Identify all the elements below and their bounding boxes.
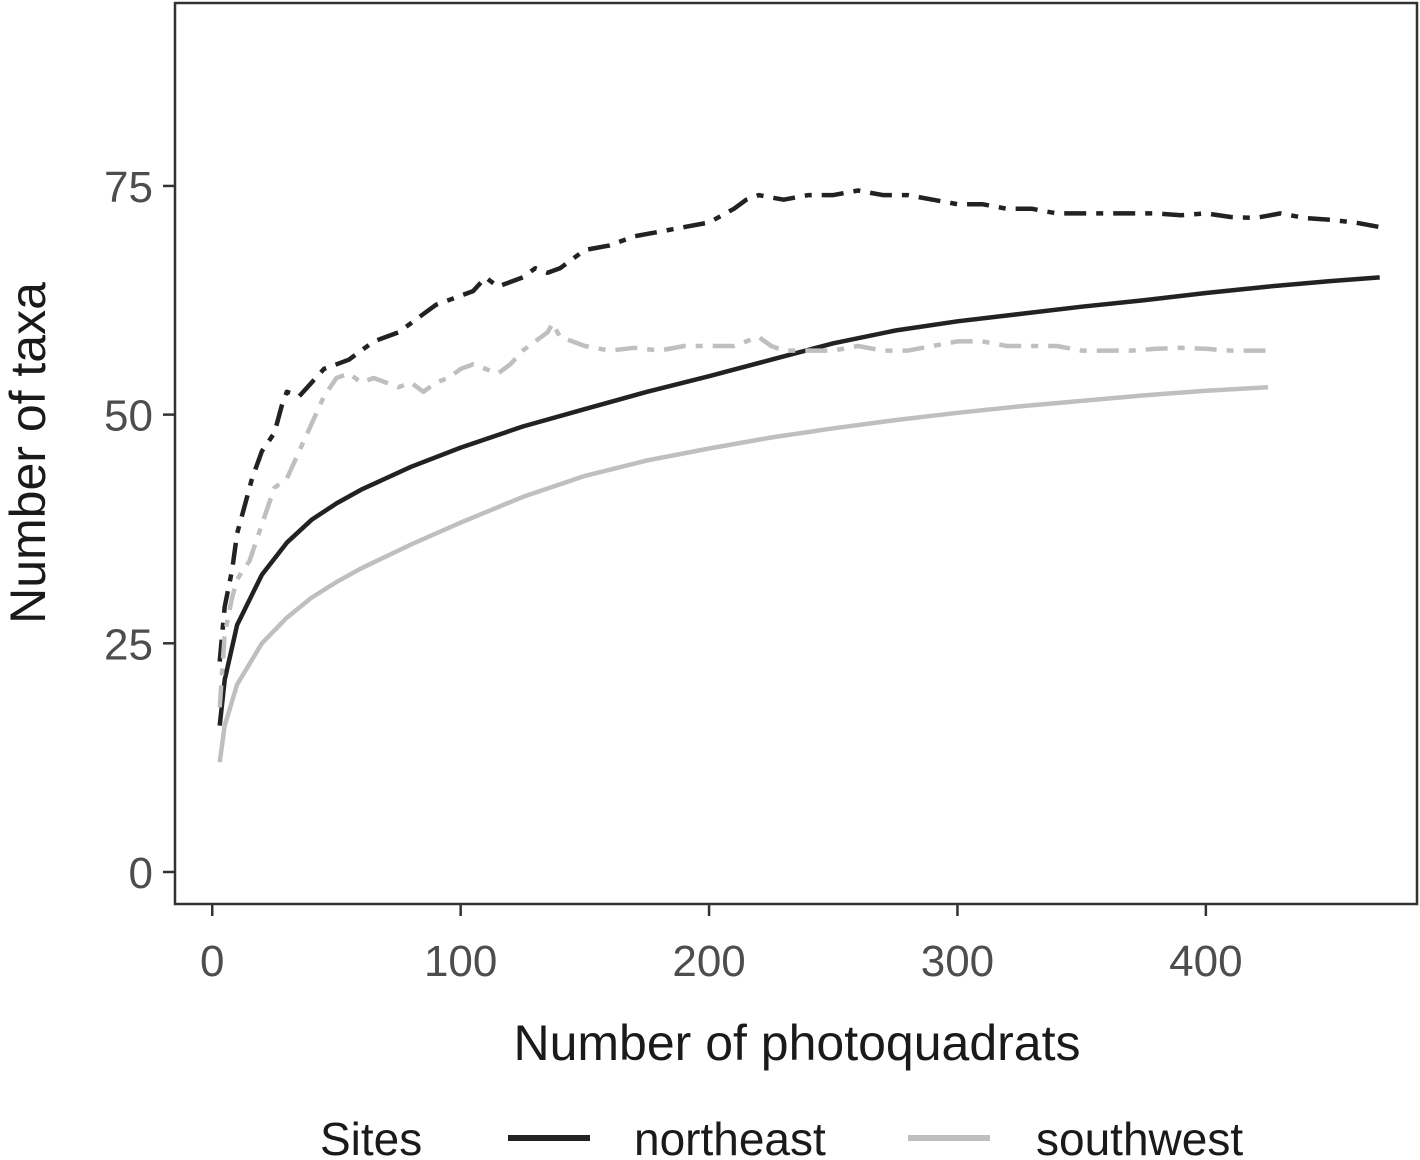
- x-axis-title: Number of photoquadrats: [513, 1015, 1080, 1071]
- y-tick-label: 25: [104, 620, 153, 669]
- x-tick-label: 100: [424, 937, 497, 986]
- y-tick-label: 75: [104, 163, 153, 212]
- legend-label-southwest: southwest: [1036, 1113, 1243, 1160]
- series-line-southwest-solid: [217, 384, 1269, 763]
- x-axis: 0 100 200 300 400: [200, 904, 1243, 986]
- legend-title: Sites: [320, 1113, 422, 1160]
- x-tick-label: 400: [1169, 937, 1242, 986]
- legend: Sites northeast southwest: [320, 1113, 1243, 1160]
- y-tick-label: 0: [129, 849, 153, 898]
- series-line-northeast-dashed: [217, 188, 1381, 662]
- legend-label-northeast: northeast: [634, 1113, 826, 1160]
- series-layer: [217, 188, 1381, 763]
- x-tick-label: 0: [200, 937, 224, 986]
- y-tick-label: 50: [104, 392, 153, 441]
- plot-panel: [173, 1, 1419, 906]
- y-axis-title: Number of taxa: [0, 282, 56, 624]
- x-tick-label: 300: [921, 937, 994, 986]
- x-tick-label: 200: [672, 937, 745, 986]
- y-axis: 0 25 50 75: [104, 163, 175, 898]
- series-line-southwest-dashed: [217, 320, 1268, 708]
- series-line-northeast-solid: [217, 275, 1380, 726]
